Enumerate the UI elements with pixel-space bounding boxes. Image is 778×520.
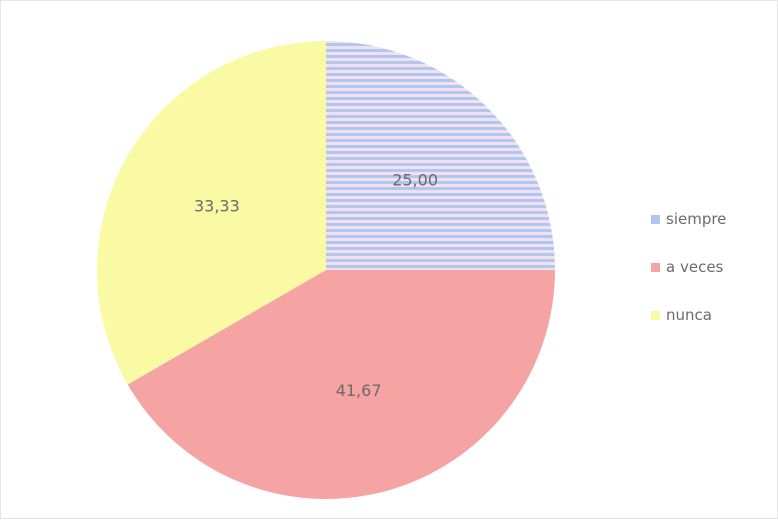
legend-item-a-veces: a veces	[651, 255, 771, 279]
pie-slice-a-veces	[127, 270, 555, 499]
data-label-a-veces: 41,67	[336, 381, 382, 400]
pie-slices	[97, 41, 555, 499]
legend-swatch-a-veces	[651, 262, 660, 272]
legend-swatch-siempre	[651, 214, 660, 224]
pie-slice-nunca	[97, 41, 326, 385]
legend-swatch-nunca	[651, 310, 660, 320]
pie-data-labels: 25,00 41,67 33,33	[194, 170, 438, 400]
data-label-siempre: 25,00	[392, 170, 438, 189]
legend: siempre a veces nunca	[651, 207, 771, 351]
legend-label-a-veces: a veces	[666, 258, 724, 276]
legend-item-nunca: nunca	[651, 303, 771, 327]
pie-slice-siempre	[326, 41, 555, 270]
legend-label-nunca: nunca	[666, 306, 712, 324]
legend-item-siempre: siempre	[651, 207, 771, 231]
data-label-nunca: 33,33	[194, 197, 240, 216]
legend-label-siempre: siempre	[666, 210, 727, 228]
